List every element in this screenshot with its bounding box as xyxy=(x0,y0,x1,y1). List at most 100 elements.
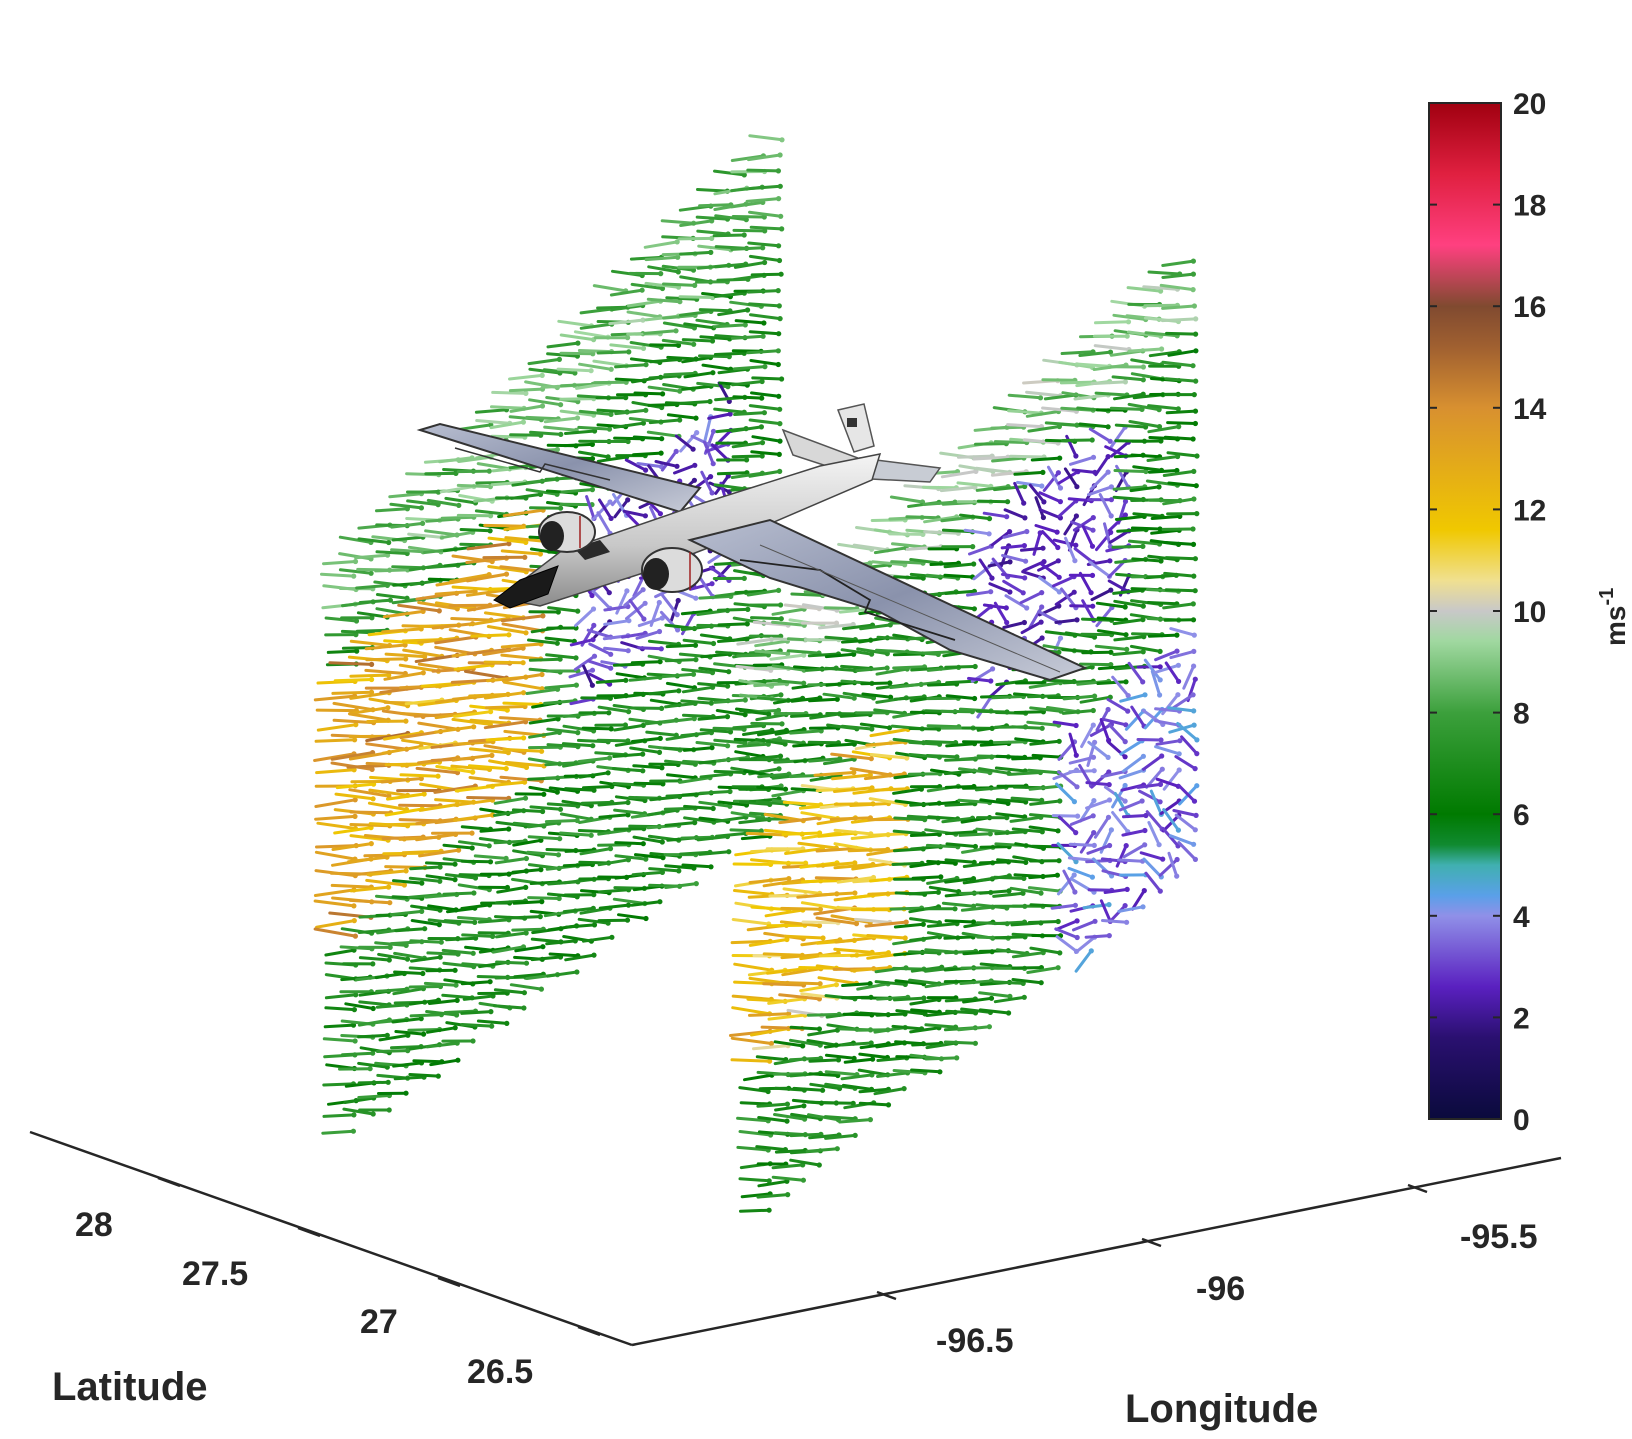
wind-vector xyxy=(443,1009,477,1014)
wind-vector xyxy=(824,635,857,642)
wind-vector xyxy=(459,542,493,547)
wind-vector xyxy=(976,695,993,719)
wind-vector-head xyxy=(1074,784,1080,790)
wind-vector-head xyxy=(902,935,908,941)
wind-vector xyxy=(780,906,822,911)
wind-vector xyxy=(864,920,908,928)
wind-vector-head xyxy=(952,906,958,912)
wind-vector xyxy=(527,896,561,900)
wind-vector xyxy=(824,652,856,659)
wind-vector xyxy=(322,1113,356,1118)
wind-vector xyxy=(1032,531,1042,556)
wind-vector-head xyxy=(1089,874,1095,880)
wind-vector-head xyxy=(709,235,715,241)
wind-vector xyxy=(508,373,544,381)
wind-vector-head xyxy=(656,628,663,635)
wind-vector xyxy=(661,594,679,617)
wind-vector xyxy=(402,648,444,658)
wind-vector xyxy=(823,757,856,766)
wind-vector xyxy=(1143,658,1162,682)
aircraft-illustration xyxy=(416,403,1088,682)
wind-vector xyxy=(378,1033,410,1042)
wind-vector xyxy=(736,653,770,658)
wind-vector xyxy=(699,772,733,779)
wind-vector xyxy=(747,153,782,162)
wind-vector xyxy=(978,991,1012,998)
wind-vector-head xyxy=(370,1005,376,1012)
wind-vector xyxy=(751,435,782,443)
wind-vector xyxy=(762,982,806,987)
wind-vector-head xyxy=(370,1050,376,1056)
wind-vector-head xyxy=(1041,559,1047,565)
wind-vector-head xyxy=(690,267,697,273)
wind-vector xyxy=(487,565,528,574)
wind-vector xyxy=(729,828,763,833)
wind-vector-head xyxy=(867,1117,874,1123)
wind-vector-head xyxy=(970,544,976,550)
wind-vector-head xyxy=(421,791,427,797)
wind-vector xyxy=(456,483,492,489)
wind-vector-head xyxy=(708,474,714,480)
colorbar-tick-label: 6 xyxy=(1513,799,1530,832)
wind-vector-head xyxy=(692,462,698,468)
wind-vector-head xyxy=(1020,890,1026,896)
wind-vector xyxy=(746,349,780,355)
wind-vector xyxy=(466,796,511,800)
wind-vector-head xyxy=(762,364,768,370)
wind-vector-head xyxy=(867,981,873,987)
wind-vector-head xyxy=(351,573,357,579)
wind-vector xyxy=(1080,723,1095,748)
wind-vector xyxy=(343,1096,376,1104)
wind-vector xyxy=(716,471,749,476)
wind-vector xyxy=(415,832,458,842)
wind-vector xyxy=(822,692,856,700)
wind-vector-head xyxy=(575,608,581,614)
wind-vector xyxy=(801,920,840,925)
wind-vector xyxy=(1029,946,1062,955)
wind-vector-head xyxy=(710,640,717,647)
wind-vector xyxy=(443,919,477,924)
wind-vector xyxy=(561,742,595,748)
wind-vector xyxy=(910,965,944,973)
wind-vector xyxy=(837,542,874,551)
wind-vector xyxy=(847,848,890,853)
wind-vector xyxy=(978,1008,1011,1015)
wind-vector-head xyxy=(625,799,631,806)
wind-vector xyxy=(433,725,476,734)
y-tick-label: 26.5 xyxy=(467,1353,533,1391)
wind-vector xyxy=(500,653,543,661)
wind-vector xyxy=(1161,814,1181,833)
wind-vector xyxy=(1001,553,1028,563)
wind-vector-head xyxy=(1090,722,1096,728)
wind-vector xyxy=(823,606,859,611)
wind-vector-head xyxy=(1193,331,1199,337)
wind-vector-head xyxy=(590,606,597,612)
wind-vector-head xyxy=(625,648,631,654)
wind-vector xyxy=(792,742,823,748)
wind-vector-head xyxy=(438,939,444,945)
wind-vector xyxy=(771,1163,805,1170)
wind-vector xyxy=(314,738,357,743)
wind-vector xyxy=(375,593,409,600)
wind-vector-head xyxy=(1006,888,1012,894)
wind-vector xyxy=(1128,539,1161,546)
wind-vector xyxy=(464,669,508,680)
wind-vector xyxy=(508,387,544,393)
wind-vector xyxy=(956,481,993,488)
wind-vector-head xyxy=(1074,934,1080,941)
wind-vector-head xyxy=(1174,648,1180,654)
wind-vector-head xyxy=(742,322,748,328)
wind-vector-head xyxy=(760,333,766,339)
wind-vector xyxy=(990,470,1028,477)
wind-vector xyxy=(441,993,474,1000)
wind-vector xyxy=(943,935,975,940)
wind-vector xyxy=(773,1040,805,1048)
wind-vector xyxy=(715,709,747,717)
wind-vector xyxy=(1098,493,1113,518)
wind-vector-head xyxy=(1192,420,1198,427)
wind-vector-head xyxy=(851,695,857,701)
wind-vector xyxy=(1144,871,1162,893)
wind-vector xyxy=(679,309,713,317)
wind-vector xyxy=(1129,485,1161,493)
wind-vector xyxy=(1003,508,1027,520)
